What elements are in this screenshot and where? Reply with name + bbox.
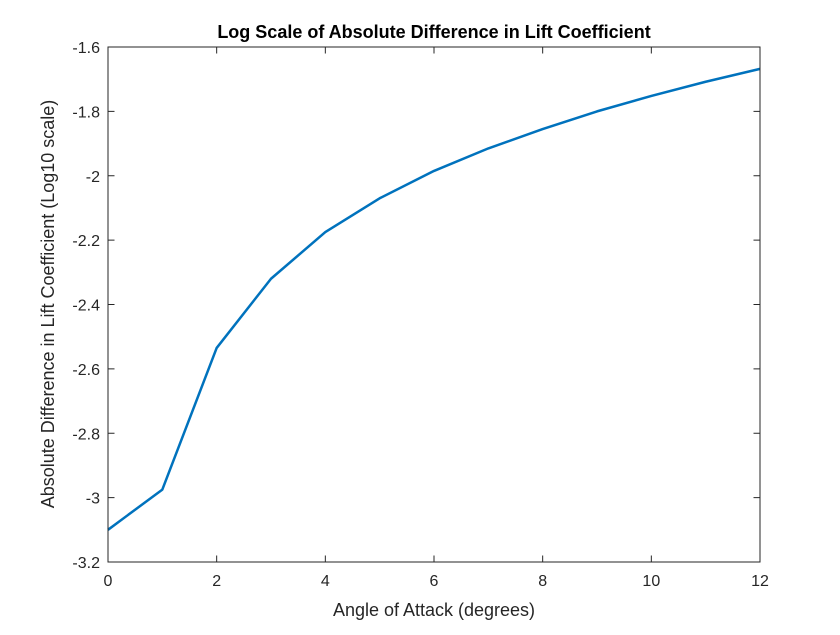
y-tick-label: -3.2 <box>72 555 100 572</box>
y-tick-label: -2.6 <box>72 362 100 379</box>
y-ticks: -1.6 -1.8 -2 -2.2 -2.4 -2.6 -2.8 -3 -3.2 <box>72 40 760 572</box>
x-tick-label: 6 <box>430 573 439 590</box>
x-tick-label: 4 <box>321 573 330 590</box>
y-tick-label: -3 <box>86 491 100 508</box>
y-tick-label: -2.4 <box>72 298 100 315</box>
x-axis-label: Angle of Attack (degrees) <box>333 600 535 620</box>
y-tick-label: -2.8 <box>72 426 100 443</box>
x-tick-label: 10 <box>642 573 660 590</box>
y-axis-label: Absolute Difference in Lift Coefficient … <box>38 100 58 509</box>
x-tick-label: 8 <box>538 573 547 590</box>
series-line-0 <box>107 67 761 531</box>
plot-area <box>108 47 760 562</box>
x-ticks: 0 2 4 6 8 10 12 <box>104 47 769 590</box>
y-tick-label: -2.2 <box>72 233 100 250</box>
x-tick-label: 2 <box>212 573 221 590</box>
x-tick-label: 12 <box>751 573 769 590</box>
y-tick-label: -1.8 <box>72 104 100 121</box>
y-tick-label: -1.6 <box>72 40 100 57</box>
y-tick-label: -2 <box>86 169 100 186</box>
x-tick-label: 0 <box>104 573 113 590</box>
chart-title: Log Scale of Absolute Difference in Lift… <box>217 22 650 42</box>
series-layer <box>107 67 761 531</box>
